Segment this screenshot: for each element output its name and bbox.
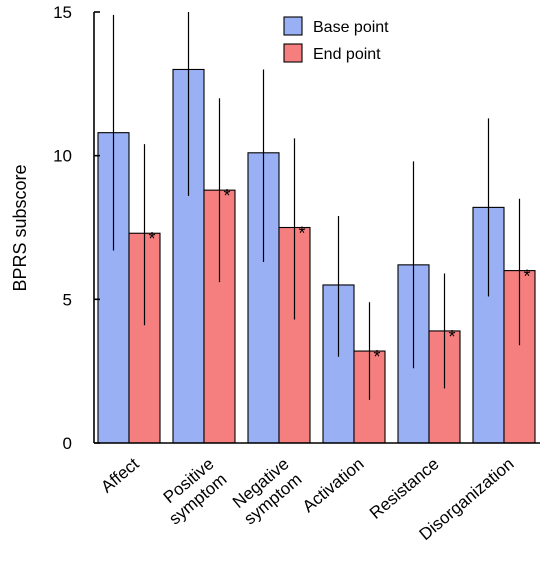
y-tick-label-5: 5 — [63, 290, 72, 309]
legend-swatch-end-point — [283, 43, 303, 63]
x-tick-label-positive-symptom: Positivesymptom — [153, 454, 231, 528]
x-tick-label-line: Affect — [97, 454, 142, 496]
legend-label-end-point: End point — [313, 46, 381, 63]
x-tick-label-negative-symptom: Negativesymptom — [228, 454, 306, 528]
significance-marker-affect: * — [149, 229, 156, 249]
x-tick-label-line: Activation — [299, 454, 368, 516]
significance-marker-resistance: * — [449, 327, 456, 347]
x-tick-label-affect: Affect — [97, 454, 142, 496]
significance-marker-positive-symptom: * — [224, 186, 231, 206]
y-tick-label-0: 0 — [63, 434, 72, 453]
significance-marker-activation: * — [374, 347, 381, 367]
y-axis-label: BPRS subscore — [10, 164, 30, 291]
legend-label-base-point: Base point — [313, 19, 389, 36]
plot-area: * * * * * * 0 5 10 15 Affect PositivesymptomNegativ… — [53, 3, 540, 544]
significance-marker-negative-symptom: * — [299, 224, 306, 244]
x-tick-label-line: Resistance — [366, 454, 443, 523]
legend: Base point End point — [283, 16, 389, 63]
x-tick-label-activation: Activation — [299, 454, 368, 516]
y-tick-label-15: 15 — [53, 3, 72, 22]
significance-marker-disorganization: * — [524, 267, 531, 287]
y-tick-label-10: 10 — [53, 147, 72, 166]
x-tick-label-resistance: Resistance — [366, 454, 443, 523]
legend-swatch-base-point — [283, 16, 303, 36]
